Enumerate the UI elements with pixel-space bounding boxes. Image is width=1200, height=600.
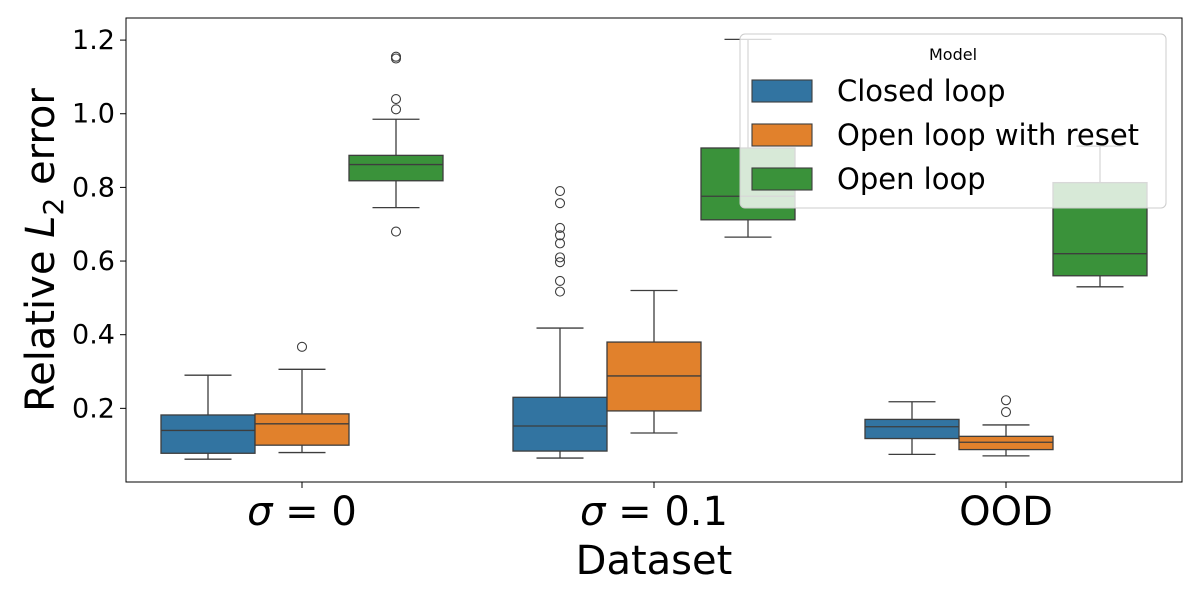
box-body (864, 418, 960, 440)
y-tick-label: 0.4 (72, 320, 115, 351)
box-body (958, 435, 1054, 451)
legend-box (739, 33, 1167, 209)
box-1-1 (606, 289, 702, 434)
outlier-point (296, 341, 308, 352)
x-axis-title: Dataset (576, 538, 733, 584)
box-2-0 (348, 51, 444, 237)
outlier-point (390, 104, 402, 115)
box-0-2 (864, 401, 960, 456)
outlier-point (390, 93, 402, 105)
box-1-2 (958, 395, 1054, 457)
legend-swatch (751, 79, 813, 103)
box-body (348, 154, 444, 182)
axis-labels: Dataset Relative L2 error (18, 88, 732, 584)
outlier-point (1000, 395, 1012, 406)
y-tick-label: 1.0 (72, 99, 115, 130)
outlier-point (390, 226, 402, 237)
box-1-0 (254, 341, 350, 454)
box-body (160, 414, 256, 454)
legend-label: Closed loop (837, 74, 1006, 108)
legend-label: Open loop with reset (837, 118, 1139, 152)
outlier-point (554, 275, 566, 286)
x-tick-label: OOD (959, 489, 1053, 535)
outlier-point (554, 230, 566, 241)
y-axis-title: Relative L2 error (18, 88, 70, 412)
outlier-point (554, 286, 566, 297)
box-body (254, 413, 350, 446)
outlier-point (390, 51, 402, 62)
legend-swatch (751, 123, 813, 147)
x-tick-label: σ = 0.1 (580, 489, 728, 535)
legend-title: Model (929, 45, 977, 64)
y-tick-label: 0.8 (72, 172, 115, 203)
box-0-1 (512, 186, 608, 459)
outlier-point (554, 257, 566, 268)
outlier-point (554, 222, 566, 233)
outlier-point (554, 198, 566, 209)
box-0-0 (160, 374, 256, 460)
outlier-point (1000, 406, 1012, 418)
legend: Model Closed loop Open loop with reset Open… (739, 33, 1167, 209)
legend-label: Open loop (837, 162, 986, 196)
outlier-point (554, 238, 566, 249)
outlier-point (554, 186, 566, 197)
legend-swatch (751, 167, 813, 191)
x-tick-label: σ = 0 (247, 489, 357, 535)
y-tick-label: 0.2 (72, 393, 115, 424)
y-tick-label: 1.2 (72, 25, 115, 56)
outlier-point (554, 252, 566, 263)
box-body (512, 396, 608, 452)
y-tick-label: 0.6 (72, 246, 115, 277)
axes: 0.2 0.4 0.6 0.8 1.0 1.2 σ = 0 σ = 0.1 OOD (72, 17, 1183, 535)
